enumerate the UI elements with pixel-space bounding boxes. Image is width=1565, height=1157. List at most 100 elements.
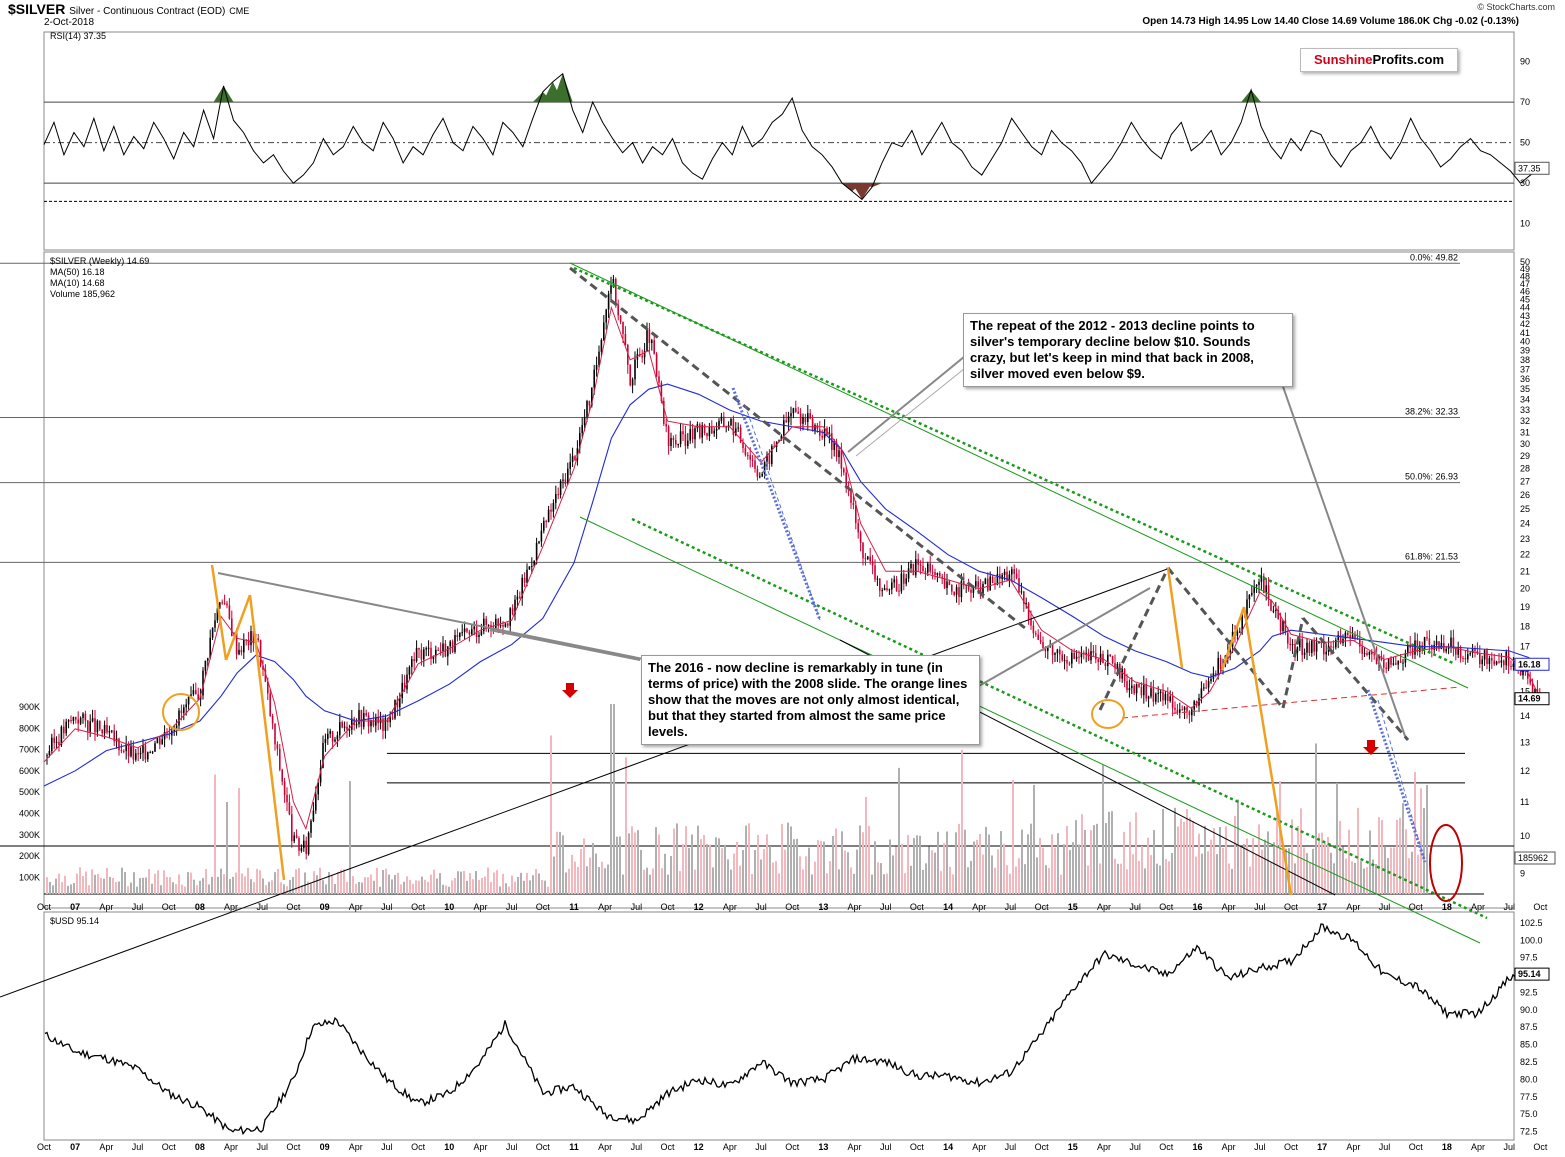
usd-x-label: Oct: [411, 1142, 426, 1152]
volume-bar: [1276, 807, 1278, 894]
volume-bar: [1117, 863, 1119, 894]
price-bar-body: [739, 427, 742, 443]
price-bar-body: [535, 543, 538, 561]
price-bar-body: [406, 674, 408, 690]
volume-bar: [640, 849, 642, 894]
volume-bar: [688, 847, 690, 894]
price-bar-body: [1205, 687, 1207, 689]
volume-bar: [886, 873, 888, 894]
price-bar-body: [1219, 657, 1222, 669]
volume-bar: [379, 886, 381, 894]
price-bar-body: [689, 429, 691, 441]
volume-bar: [1072, 842, 1074, 894]
fib-level-label: 0.0%: 49.82: [1410, 252, 1458, 262]
volume-bar: [292, 877, 294, 894]
price-bar-body: [1464, 658, 1467, 660]
price-bar-body: [869, 556, 871, 562]
volume-bar: [430, 874, 432, 894]
volume-bar: [559, 832, 561, 894]
volume-bar: [1234, 815, 1236, 894]
price-bar-body: [523, 577, 526, 583]
price-bar-body: [1051, 644, 1054, 655]
price-bar-body: [1344, 632, 1347, 639]
volume-bar: [1111, 811, 1113, 894]
volume-bar: [613, 704, 615, 894]
price-bar-body: [447, 646, 449, 657]
price-bar-body: [259, 640, 262, 666]
volume-bar: [1345, 858, 1347, 894]
price-bar-body: [1462, 657, 1464, 659]
volume-bar: [1357, 807, 1359, 894]
price-bar-body: [804, 417, 807, 423]
price-bar-body: [305, 840, 307, 855]
price-bar-body: [271, 715, 274, 724]
price-bar-body: [1313, 640, 1315, 652]
volume-bar: [1372, 859, 1374, 894]
price-bar-body: [190, 694, 192, 697]
price-tick-label: 13: [1520, 737, 1530, 747]
volume-bar: [1099, 863, 1101, 894]
volume-bar: [1336, 782, 1338, 894]
price-tick-label: 11: [1520, 797, 1529, 807]
price-bar-body: [348, 729, 351, 731]
price-bar-body: [843, 468, 845, 473]
price-bar-body: [831, 433, 833, 450]
price-bar-body: [1366, 653, 1368, 655]
price-bar-body: [996, 573, 999, 585]
price-bar-body: [1248, 594, 1251, 600]
volume-bar: [1174, 807, 1176, 894]
usd-x-label: 12: [694, 1142, 704, 1152]
volume-bar: [823, 841, 825, 894]
price-bar-body: [499, 625, 502, 627]
price-bar-body: [1083, 652, 1085, 654]
volume-bar: [175, 884, 177, 894]
volume-bar: [604, 868, 606, 894]
price-bar-body: [1078, 656, 1080, 658]
volume-bar: [340, 869, 342, 894]
price-tick-label: 26: [1520, 490, 1530, 500]
price-bar-body: [730, 418, 732, 426]
price-bar-body: [1349, 634, 1351, 639]
volume-bar: [772, 862, 774, 894]
price-bar-body: [622, 321, 624, 335]
price-bar-body: [991, 576, 994, 584]
price-bar-body: [149, 752, 151, 754]
volume-bar: [601, 861, 603, 894]
price-bar-body: [1260, 576, 1263, 582]
grey-2016-rise: [1098, 567, 1170, 711]
volume-bar: [1408, 858, 1410, 894]
volume-bar: [1183, 821, 1185, 894]
price-x-label: Apr: [598, 902, 612, 912]
price-bar-body: [1510, 665, 1512, 667]
usd-tick-label: 90.0: [1520, 1005, 1538, 1015]
volume-bar: [505, 883, 507, 894]
price-bar-body: [910, 563, 912, 569]
price-bar-body: [274, 723, 276, 745]
price-bar-body: [1527, 671, 1529, 679]
volume-bar: [367, 877, 369, 894]
price-bar-body: [989, 576, 991, 591]
volume-bar: [1294, 863, 1296, 894]
price-x-label: Jul: [506, 902, 518, 912]
usd-x-label: Oct: [37, 1142, 52, 1152]
volume-bar: [832, 835, 834, 894]
price-panel-frame: [43, 251, 1515, 909]
price-bar-body: [1186, 707, 1188, 712]
volume-bar: [334, 883, 336, 894]
price-bar-body: [279, 748, 281, 770]
volume-bar: [481, 877, 483, 894]
price-bar-body: [1097, 659, 1099, 663]
volume-bar: [166, 877, 168, 894]
volume-bar: [1231, 868, 1233, 894]
volume-bar: [217, 876, 219, 894]
price-bar-body: [948, 581, 951, 585]
price-bar-body: [310, 820, 312, 833]
volume-bar: [538, 873, 540, 894]
price-tick-label: 37: [1520, 364, 1530, 374]
price-bar-body: [711, 426, 713, 434]
volume-bar: [682, 844, 684, 894]
price-bar-body: [792, 408, 795, 414]
volume-bar: [574, 861, 576, 894]
price-bar-body: [144, 745, 147, 760]
volume-bar: [1297, 826, 1299, 894]
